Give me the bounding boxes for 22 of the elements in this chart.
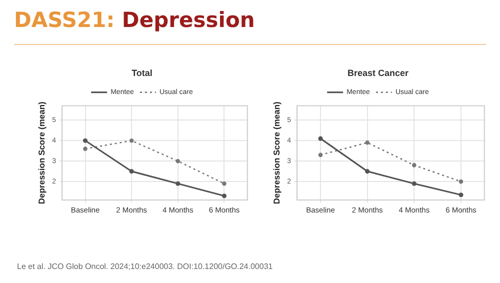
y-axis-title: Depression Score (mean)	[36, 101, 46, 204]
text: DASS21: Depression	[14, 8, 255, 32]
point	[82, 138, 88, 143]
point	[365, 169, 370, 174]
point	[83, 146, 88, 151]
point	[176, 158, 180, 164]
point	[222, 194, 227, 198]
text: Le et al. JCO Glob Oncol. 2024;10:e240003. DOI:10.1200/GO.24.00031	[17, 262, 273, 271]
point	[129, 138, 134, 143]
chart-title: Breast Cancer	[347, 68, 410, 78]
point	[318, 136, 323, 141]
point	[365, 140, 370, 145]
point	[129, 169, 134, 174]
point	[458, 179, 464, 184]
point	[318, 152, 323, 158]
chart-title: Total	[132, 68, 152, 78]
point	[458, 192, 464, 198]
point	[222, 181, 226, 186]
point	[176, 181, 180, 186]
y-axis-title: Depression Score (mean)	[271, 101, 282, 204]
point	[412, 163, 416, 168]
point	[412, 181, 416, 186]
